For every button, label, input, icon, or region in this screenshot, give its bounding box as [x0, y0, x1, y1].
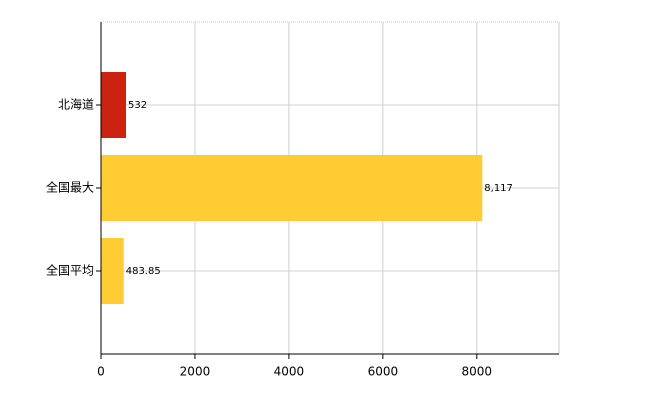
bar — [101, 238, 124, 304]
value-label: 8,117 — [484, 183, 513, 194]
x-tick-label: 2000 — [180, 365, 211, 379]
x-tick-label: 6000 — [368, 365, 399, 379]
x-tick-label: 4000 — [274, 365, 305, 379]
value-label: 483.85 — [126, 266, 161, 277]
y-tick-label: 全国最大 — [46, 180, 94, 195]
y-tick-label: 北海道 — [58, 97, 94, 112]
y-tick-label: 全国平均 — [46, 263, 94, 278]
x-tick-label: 0 — [97, 365, 105, 379]
bar — [101, 72, 126, 138]
value-label: 532 — [128, 100, 147, 111]
bar — [101, 155, 483, 221]
x-tick-label: 8000 — [462, 365, 493, 379]
